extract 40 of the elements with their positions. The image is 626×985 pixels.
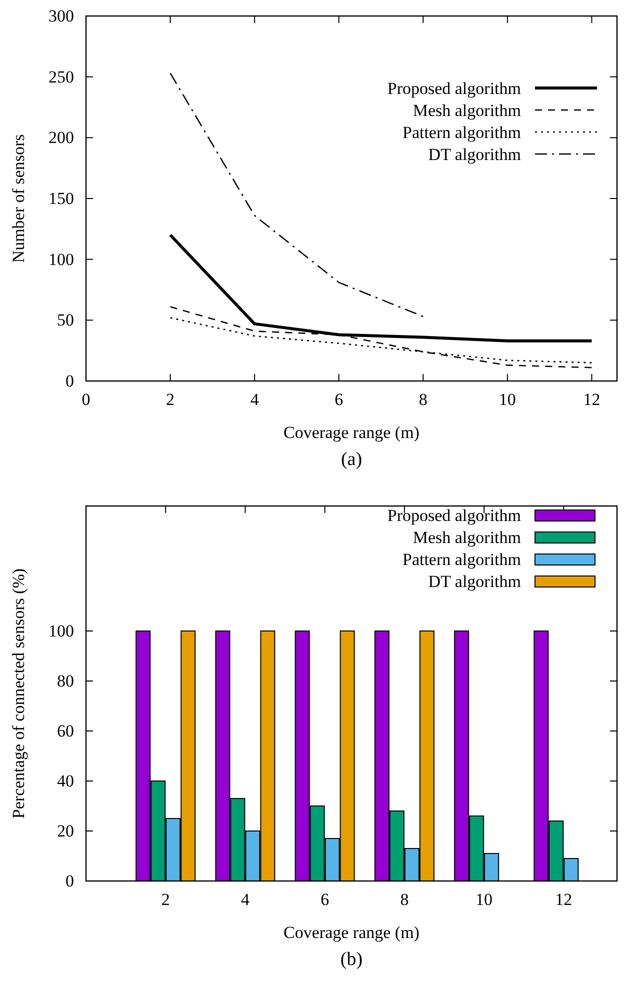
- x-tick-label: 6: [334, 390, 344, 410]
- y-tick-label: 50: [57, 310, 74, 330]
- x-axis-title: Coverage range (m): [284, 423, 420, 442]
- y-tick-label: 150: [48, 188, 74, 208]
- legend-label: Proposed algorithm: [387, 79, 521, 98]
- x-tick-label: 4: [240, 890, 250, 910]
- x-tick-label: 4: [250, 390, 260, 410]
- x-tick-label: 10: [498, 390, 516, 410]
- y-tick-label: 0: [66, 371, 74, 390]
- x-tick-label: 10: [476, 890, 493, 910]
- text: (a): [340, 449, 362, 470]
- y-tick-label: 100: [48, 250, 74, 269]
- y-tick-label: 250: [48, 67, 74, 86]
- y-tick-label: 200: [48, 128, 74, 148]
- legend-label: Mesh algorithm: [412, 528, 521, 547]
- legend-label: Pattern algorithm: [402, 123, 521, 142]
- y-tick-label: 20: [57, 821, 74, 840]
- y-tick-label: 100: [48, 621, 74, 640]
- legend-label: DT algorithm: [428, 572, 521, 591]
- y-axis-title: Percentage of connected sensors (%): [9, 568, 28, 819]
- x-axis-title: Coverage range (m): [284, 923, 420, 942]
- x-tick-label: 8: [418, 390, 428, 410]
- x-tick-label: 12: [555, 890, 572, 910]
- x-tick-label: 2: [161, 890, 170, 910]
- x-tick-label: 12: [583, 390, 600, 410]
- legend-label: Proposed algorithm: [387, 506, 521, 525]
- y-tick-label: 0: [66, 871, 74, 890]
- y-tick-label: 300: [48, 6, 74, 26]
- x-tick-label: 8: [400, 890, 409, 910]
- x-tick-label: 6: [320, 890, 330, 910]
- legend-label: Mesh algorithm: [412, 101, 521, 120]
- x-tick-label: 0: [82, 390, 90, 410]
- legend-label: DT algorithm: [428, 145, 521, 164]
- y-axis-title: Number of sensors: [9, 134, 28, 263]
- x-tick-label: 2: [166, 390, 175, 410]
- y-tick-label: 40: [57, 771, 74, 790]
- legend-label: Pattern algorithm: [402, 550, 521, 569]
- y-tick-label: 60: [57, 721, 74, 740]
- text: (b): [340, 949, 363, 970]
- y-tick-label: 80: [57, 671, 74, 690]
